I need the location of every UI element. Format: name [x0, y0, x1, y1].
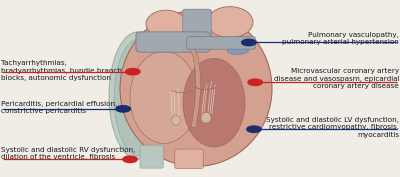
Ellipse shape	[172, 116, 180, 125]
Text: Systolic and diastolic RV dysfunction,
dilation of the ventricle, fibrosis: Systolic and diastolic RV dysfunction, d…	[1, 147, 135, 160]
Circle shape	[116, 106, 130, 112]
Text: Pulmonary vasculopathy,
pulmonary arterial hypertension: Pulmonary vasculopathy, pulmonary arteri…	[282, 32, 399, 45]
Ellipse shape	[183, 58, 245, 147]
Circle shape	[242, 39, 256, 46]
FancyBboxPatch shape	[136, 32, 210, 52]
Text: Systolic and diastolic LV dysfunction,
restrictive cardiomyopathy, fibrosis,
myo: Systolic and diastolic LV dysfunction, r…	[266, 117, 399, 138]
Text: Pericarditis, pericardial effusion,
constrictive pericarditis: Pericarditis, pericardial effusion, cons…	[1, 101, 117, 114]
FancyBboxPatch shape	[175, 149, 203, 169]
Text: Tachyarrhythmias,
bradyarrhythmias, bundle branch
blocks, autonomic dysfunction: Tachyarrhythmias, bradyarrhythmias, bund…	[1, 60, 122, 81]
Ellipse shape	[130, 51, 198, 143]
Circle shape	[123, 156, 137, 162]
Circle shape	[247, 126, 261, 132]
Circle shape	[248, 79, 262, 85]
FancyBboxPatch shape	[183, 9, 211, 44]
Text: Microvascular coronary artery
disease and vasospasm, epicardial
coronary artery : Microvascular coronary artery disease an…	[274, 68, 399, 89]
Polygon shape	[189, 48, 201, 127]
Ellipse shape	[201, 112, 211, 123]
FancyBboxPatch shape	[187, 37, 255, 49]
Circle shape	[126, 68, 140, 75]
Ellipse shape	[114, 39, 164, 156]
Ellipse shape	[146, 10, 186, 38]
Ellipse shape	[207, 7, 253, 38]
FancyBboxPatch shape	[140, 145, 163, 168]
Ellipse shape	[109, 32, 167, 159]
Ellipse shape	[120, 11, 272, 166]
Ellipse shape	[227, 46, 249, 55]
